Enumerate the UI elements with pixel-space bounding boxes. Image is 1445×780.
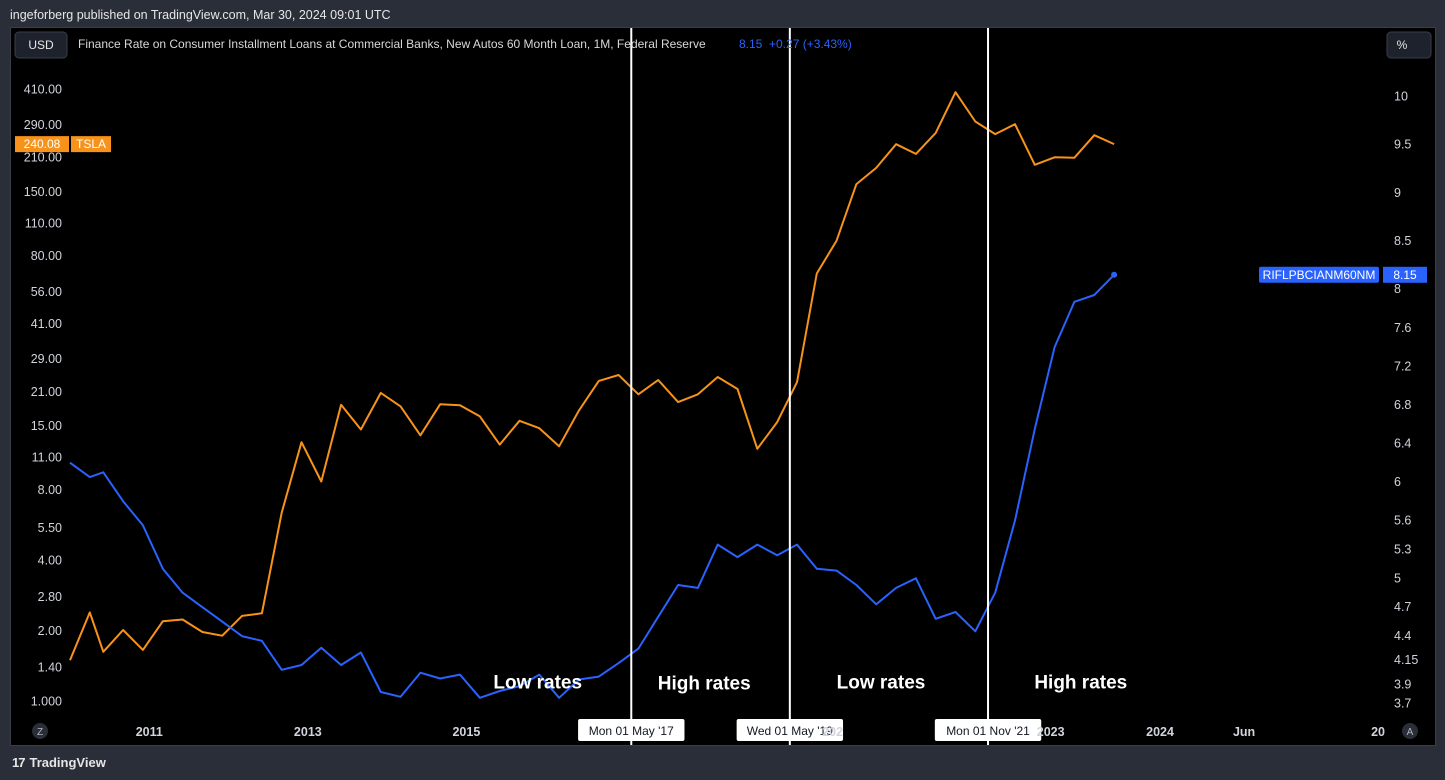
chart-canvas[interactable]: Mon 01 May '17 Wed 01 May '19 Mon 01 Nov '…	[11, 28, 1435, 745]
marker-date-badge	[934, 719, 1042, 741]
tradingview-logo-icon: 17	[12, 755, 26, 770]
right-axis-tick: 6.4	[1394, 436, 1411, 450]
time-axis-tick: 2023	[1037, 725, 1065, 739]
left-axis-tick: 210.00	[24, 151, 62, 165]
regime-annotation: Low rates	[493, 672, 582, 693]
right-axis-tick: 9.5	[1394, 138, 1411, 152]
right-axis-tick: 9	[1394, 186, 1401, 200]
series-line-tsla[interactable]	[69, 91, 1115, 661]
tsla-price-badge	[15, 136, 69, 153]
regime-annotation: Low rates	[837, 672, 926, 693]
left-axis-tick: 150.00	[24, 185, 62, 199]
time-axis-tick: 2015	[452, 725, 480, 739]
marker-date-badge	[578, 719, 685, 741]
right-axis-tick: 6.8	[1394, 398, 1411, 412]
right-axis-tick: 5.6	[1394, 513, 1411, 527]
right-axis-tick: 5	[1394, 571, 1401, 585]
regime-annotation: High rates	[658, 673, 751, 694]
left-axis-tick: 21.00	[31, 385, 62, 399]
right-axis-tick: 6	[1394, 475, 1401, 489]
rate-symbol-label: RIFLPBCIANM60NM	[1263, 268, 1376, 282]
right-axis-tick: 8.5	[1394, 234, 1411, 248]
left-axis-tick: 8.00	[38, 483, 62, 497]
left-axis-tick: 80.00	[31, 249, 62, 263]
series-end-dot	[1111, 271, 1118, 278]
left-axis-tick: 1.000	[31, 694, 62, 708]
left-axis-tick: 41.00	[31, 317, 62, 331]
left-axis-tick: 5.50	[38, 521, 62, 535]
publish-header: ingeforberg published on TradingView.com…	[10, 8, 391, 22]
marker-date-label: Mon 01 May '17	[589, 724, 674, 738]
left-axis-tick: 2.00	[38, 624, 62, 638]
right-axis-tick: 8	[1394, 282, 1401, 296]
left-axis-tick: 110.00	[25, 216, 62, 230]
time-axis-tick: 2013	[294, 725, 322, 739]
auto-scale-button[interactable]: A	[1402, 723, 1418, 739]
left-axis-tick: 2.80	[38, 590, 62, 604]
right-axis-tick: 10	[1394, 90, 1408, 104]
left-axis-tick: 1.40	[38, 660, 62, 674]
footer-brand[interactable]: 17 TradingView	[12, 755, 106, 770]
currency-button[interactable]: USD	[14, 31, 68, 59]
right-axis-tick: 7.6	[1394, 321, 1411, 335]
right-axis-tick: 4.15	[1394, 653, 1418, 667]
annotations: Low rates High rates Low rates High rates	[493, 672, 1127, 694]
unit-button[interactable]: %	[1386, 31, 1432, 59]
right-axis-tick: 5.3	[1394, 542, 1411, 556]
vertical-markers: Mon 01 May '17 Wed 01 May '19 Mon 01 Nov '…	[578, 28, 1042, 745]
rate-price-label: 8.15	[1393, 268, 1417, 282]
rate-symbol-badge	[1259, 266, 1379, 283]
right-axis-tick: 4.4	[1394, 629, 1411, 643]
time-axis-tick: Jun	[1233, 725, 1255, 739]
chart-title: Finance Rate on Consumer Installment Loa…	[78, 37, 706, 51]
rate-price-badge	[1383, 266, 1427, 283]
legend-change: +0.27 (+3.43%)	[769, 37, 852, 51]
time-axis: 2011 2013 2015 202 2023 2024 Jun 20	[136, 725, 1385, 739]
left-axis-tick: 15.00	[31, 419, 62, 433]
legend-last-value: 8.15	[739, 37, 763, 51]
left-axis-tick: 4.00	[38, 554, 62, 568]
series-line-riflpbcianm60nm[interactable]	[69, 274, 1115, 699]
time-axis-tick: 2011	[136, 725, 163, 739]
right-axis-tick: 4.7	[1394, 600, 1411, 614]
auto-scale-button-label: A	[1407, 727, 1414, 738]
regime-annotation: High rates	[1034, 672, 1127, 693]
time-axis-tick: 202	[822, 725, 843, 739]
time-axis-tick: 2024	[1146, 725, 1174, 739]
right-axis-tick: 3.9	[1394, 677, 1411, 691]
left-axis-tick: 11.00	[32, 451, 62, 465]
time-axis-tick: 20	[1371, 725, 1385, 739]
left-axis-tick: 29.00	[31, 352, 62, 366]
tsla-price-label: 240.08	[24, 137, 61, 151]
marker-date-label: Mon 01 Nov '21	[946, 724, 1030, 738]
right-axis: 3.7 3.9 4.15 4.4 4.7 5 5.3 5.6 6 6.4 6.8 7.2 7.6 8 8.5…	[1394, 90, 1418, 711]
marker-date-label: Wed 01 May '19	[747, 724, 833, 738]
left-axis-tick: 410.00	[24, 83, 62, 97]
tsla-symbol-badge	[71, 136, 111, 153]
unit-button-label: %	[1397, 38, 1408, 52]
right-axis-tick: 3.7	[1394, 697, 1411, 711]
zoom-button[interactable]: Z	[32, 723, 48, 739]
left-axis-tick: 56.00	[31, 285, 62, 299]
marker-date-badge	[736, 719, 844, 741]
currency-button-label: USD	[28, 38, 54, 52]
tsla-symbol-label: TSLA	[76, 137, 106, 151]
zoom-button-label: Z	[37, 727, 43, 738]
left-axis-tick: 290.00	[24, 118, 62, 132]
series-layer	[69, 91, 1118, 699]
footer-brand-label: TradingView	[29, 755, 106, 770]
chart-frame: Mon 01 May '17 Wed 01 May '19 Mon 01 Nov '…	[10, 27, 1436, 746]
price-labels: 240.08 TSLA RIFLPBCIANM60NM 8.15	[15, 136, 1427, 283]
right-axis-tick: 7.2	[1394, 359, 1411, 373]
